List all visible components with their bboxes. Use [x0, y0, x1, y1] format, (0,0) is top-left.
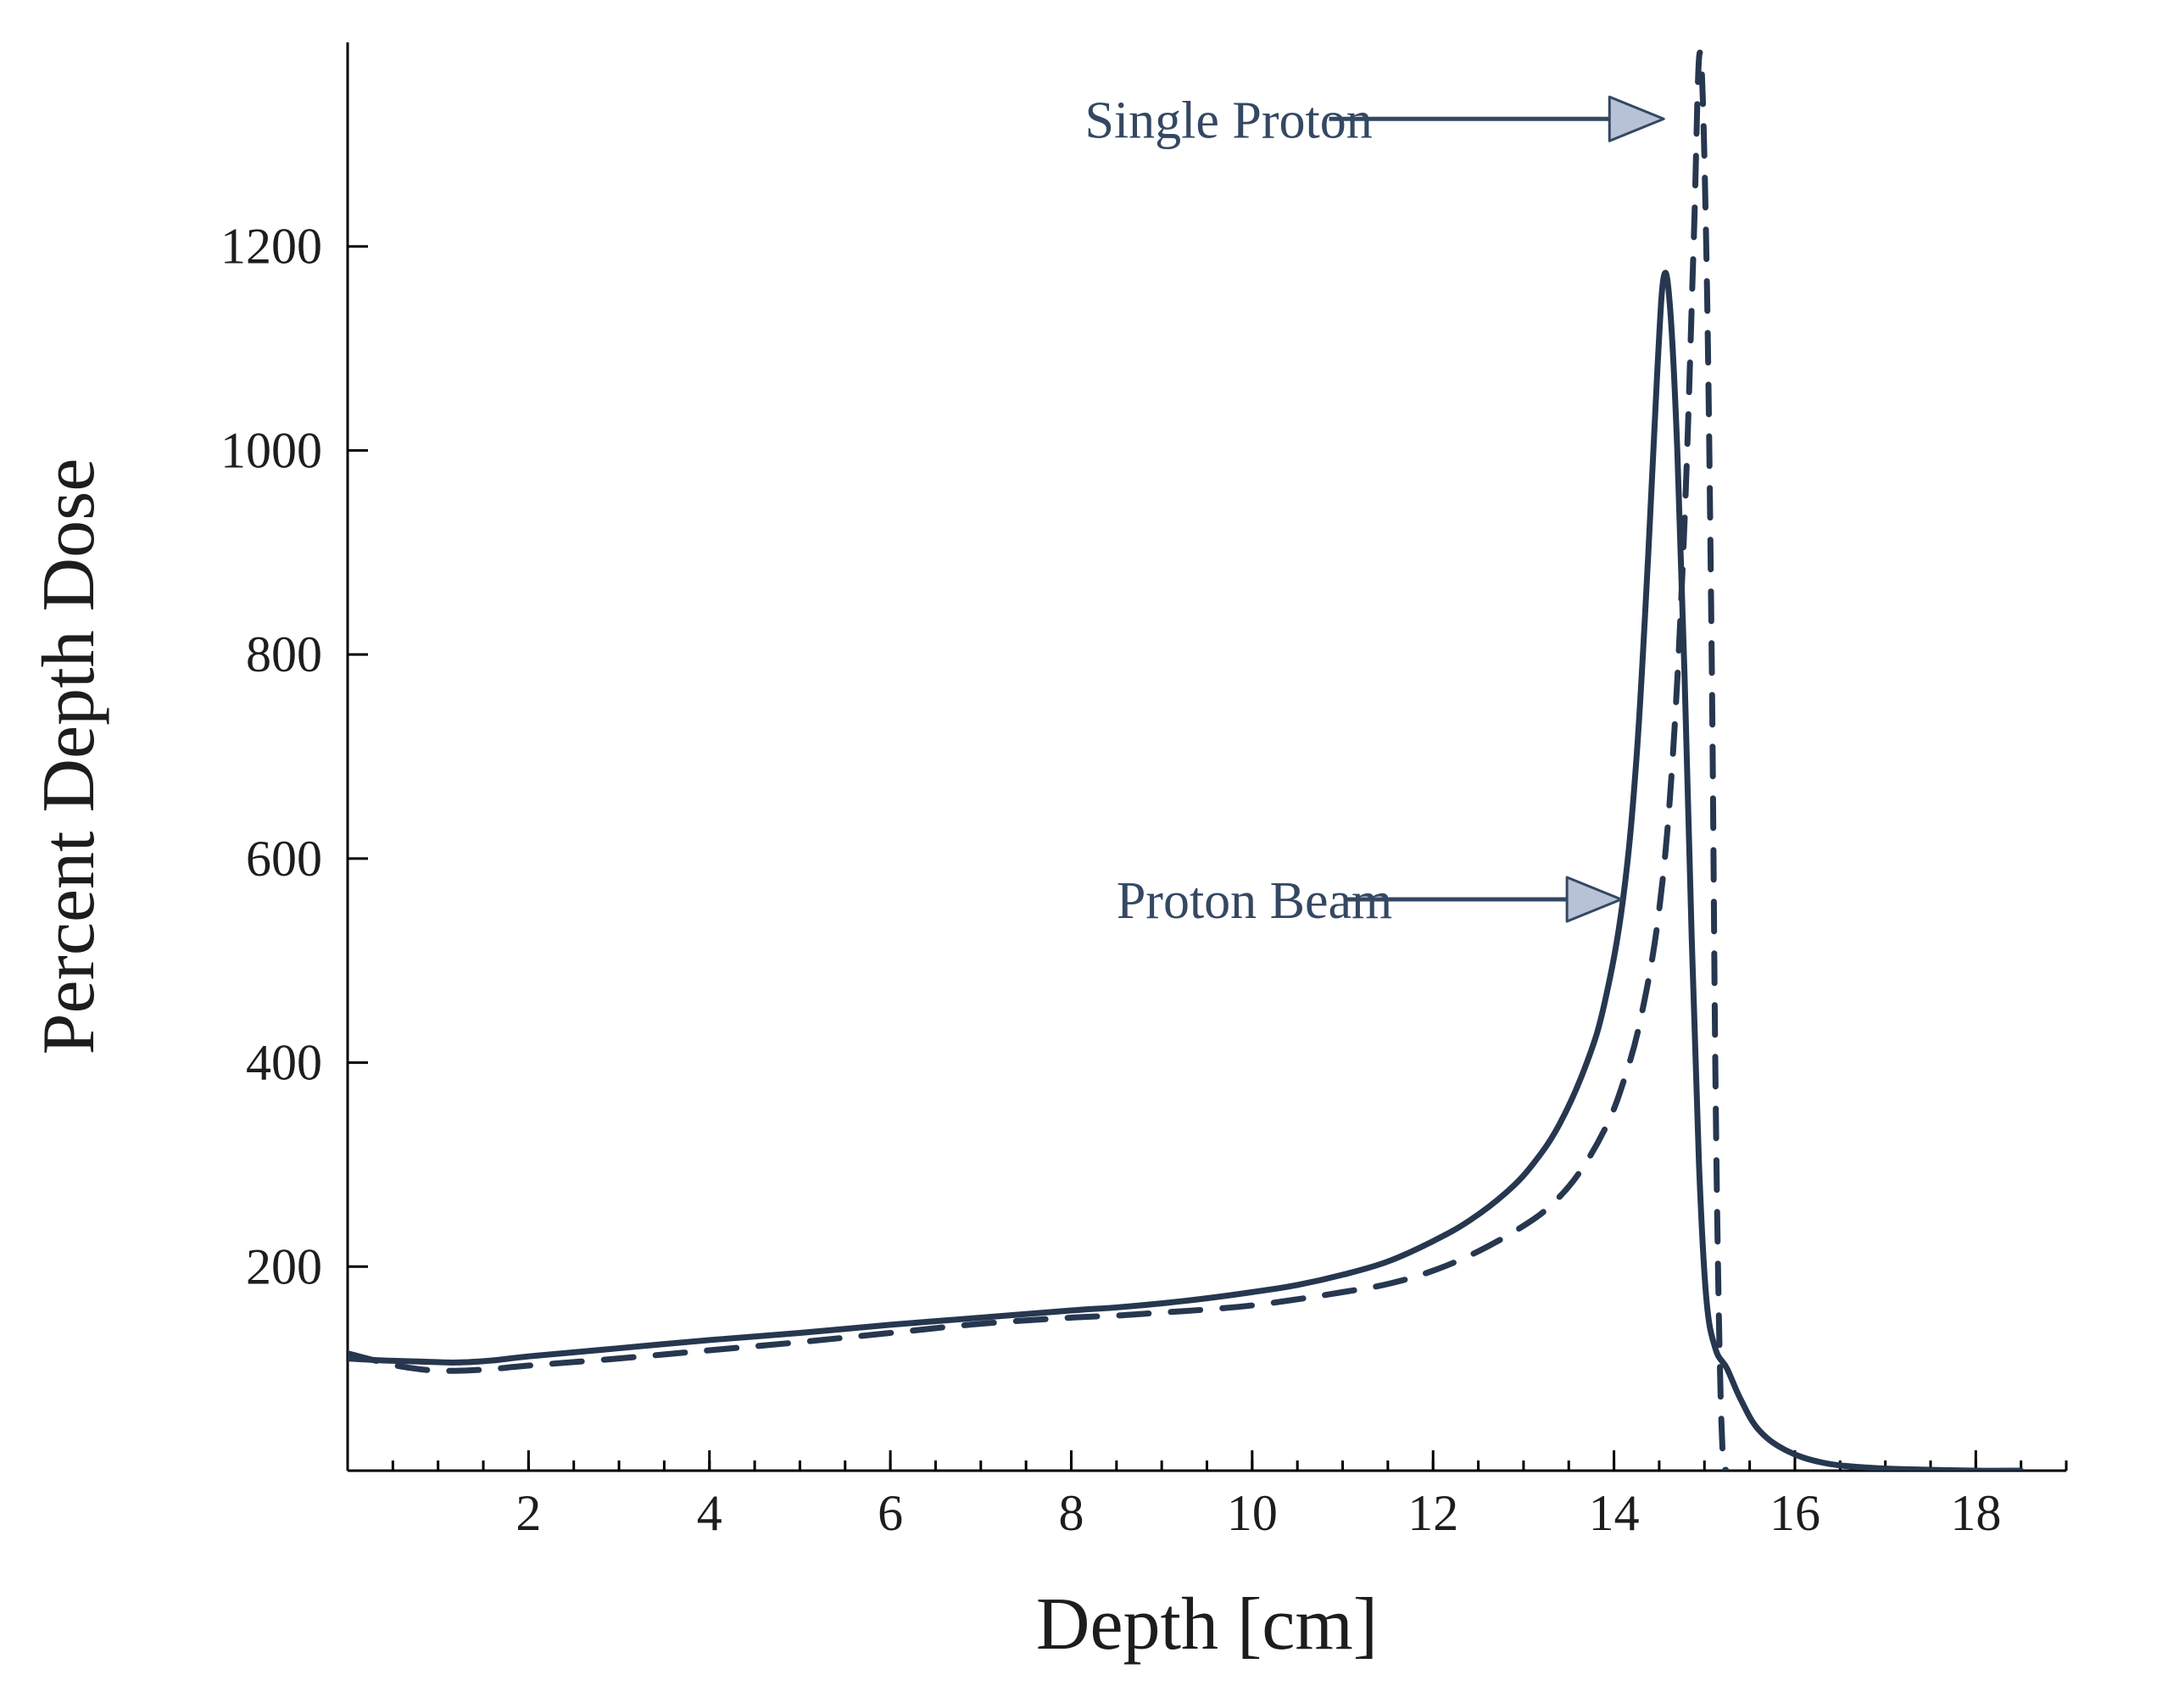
x-tick-label: 14 [1589, 1485, 1640, 1541]
y-tick-label: 400 [246, 1035, 322, 1091]
y-tick-label: 800 [246, 626, 322, 682]
x-tick-label: 10 [1227, 1485, 1278, 1541]
chart-root: 2 4 6 8 10 12 14 16 18 200 400 600 800 1000 1200 Depth … [0, 0, 2168, 1708]
x-axis-label: Depth [cm] [1036, 1583, 1378, 1666]
y-tick-label: 600 [246, 831, 322, 887]
x-tick-label: 18 [1950, 1485, 2001, 1541]
x-tick-label: 16 [1770, 1485, 1820, 1541]
y-tick-label: 200 [246, 1238, 322, 1294]
y-tick-label: 1000 [220, 422, 322, 478]
y-tick-label: 1200 [220, 219, 322, 275]
x-tick-label: 2 [516, 1485, 541, 1541]
x-tick-label: 8 [1058, 1485, 1084, 1541]
y-axis-label: Percent Depth Dose [28, 459, 110, 1055]
x-tick-label: 12 [1407, 1485, 1458, 1541]
x-tick-label: 4 [697, 1485, 722, 1541]
x-tick-label: 6 [878, 1485, 903, 1541]
